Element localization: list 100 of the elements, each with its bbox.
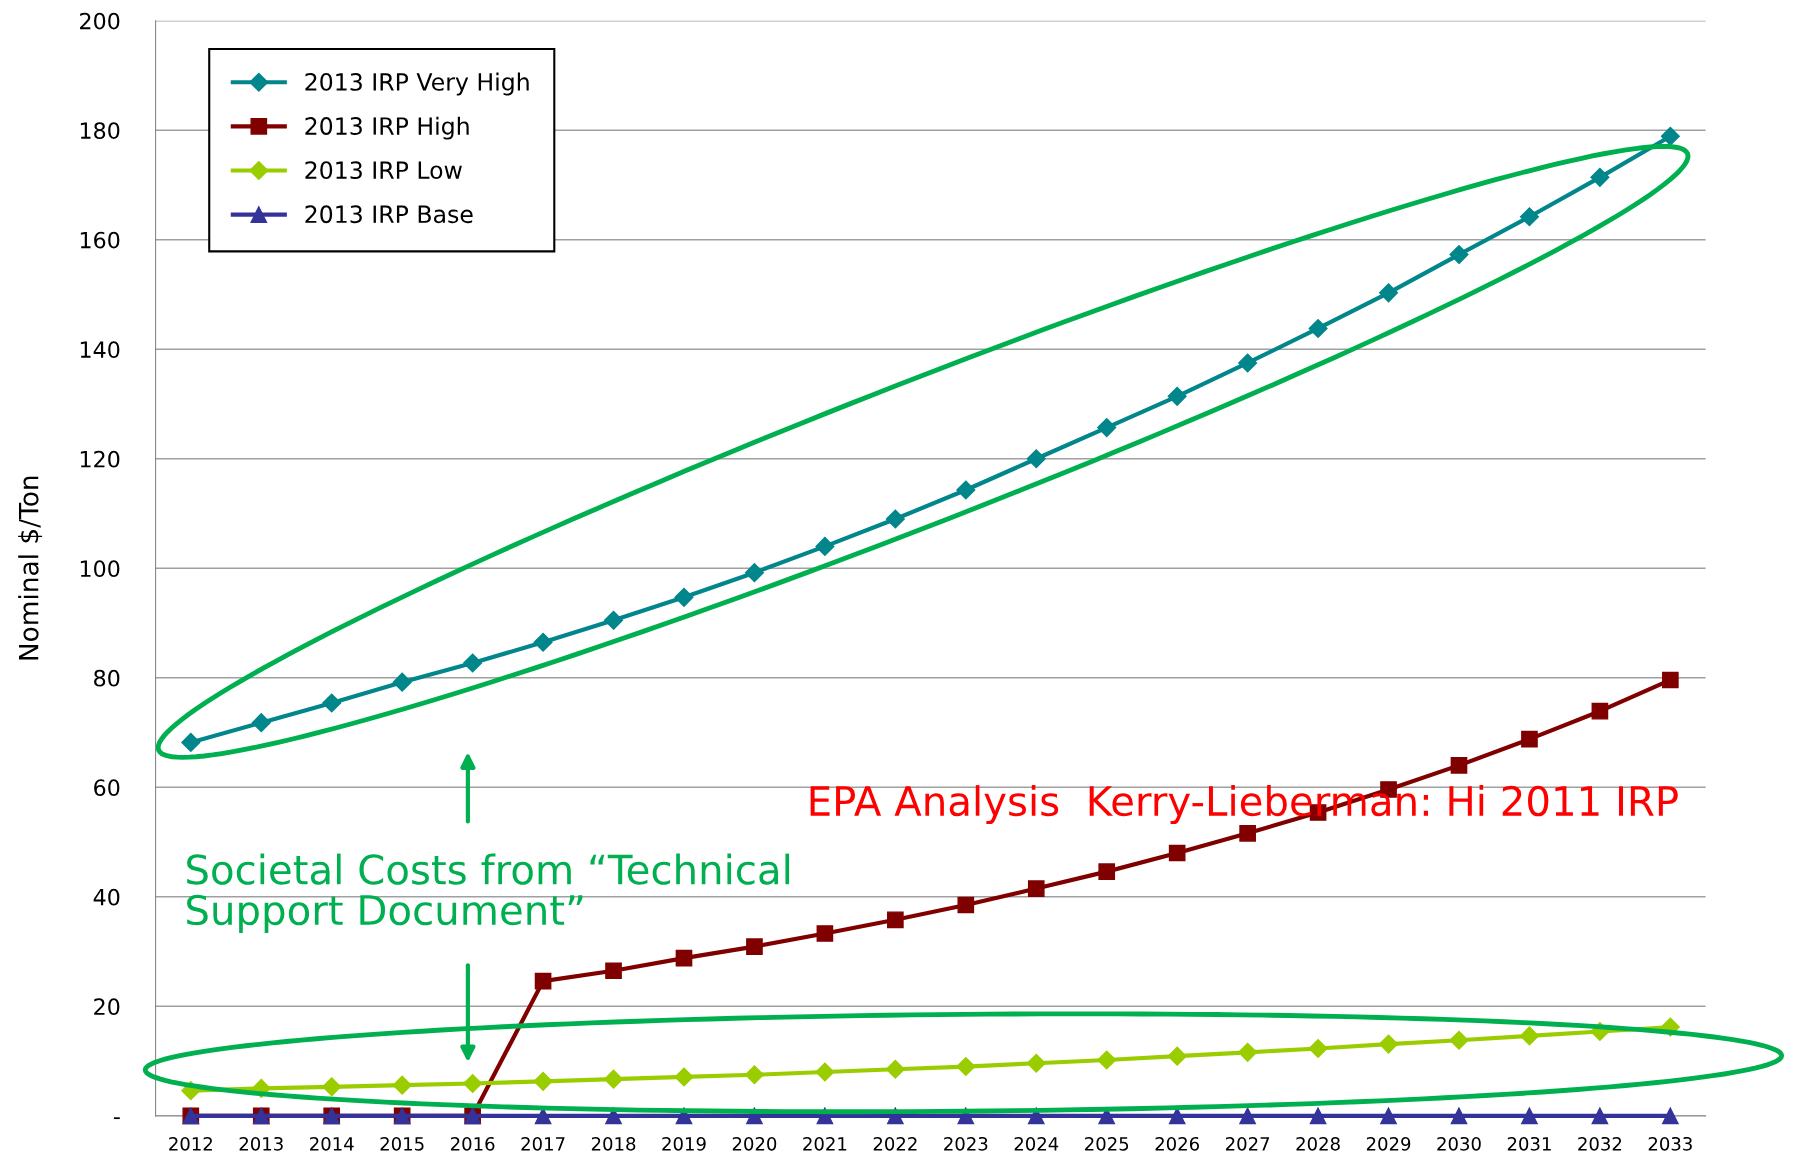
point — [533, 1071, 553, 1091]
y-tick-label: 40 — [93, 888, 120, 906]
x-tick-label: 2019 — [662, 1136, 706, 1151]
legend-label: 2013 IRP Base — [305, 205, 473, 224]
x-tick-label: 2028 — [1296, 1136, 1340, 1151]
point — [1097, 418, 1117, 438]
x-tick-label: 2027 — [1225, 1136, 1270, 1151]
y-axis-title: Nominal $/Ton — [18, 476, 43, 660]
point — [1238, 353, 1258, 373]
point — [1449, 245, 1469, 265]
point — [1308, 1038, 1328, 1059]
x-tick-label: 2030 — [1437, 1136, 1481, 1151]
x-tick-label: 2021 — [803, 1136, 847, 1151]
x-tick-label: 2025 — [1085, 1136, 1129, 1151]
y-tick-label: 200 — [80, 12, 120, 30]
point — [1591, 702, 1609, 720]
point — [1450, 1107, 1468, 1125]
point — [1026, 1053, 1046, 1073]
point — [533, 632, 553, 652]
point — [1168, 844, 1186, 862]
point — [1308, 318, 1328, 338]
x-tick-label: 2031 — [1507, 1136, 1551, 1151]
point — [251, 713, 271, 733]
point — [1309, 1107, 1327, 1125]
point — [1379, 1034, 1399, 1054]
x-tick-label: 2026 — [1155, 1136, 1200, 1151]
x-tick-label: 2017 — [521, 1136, 565, 1151]
point — [1238, 1042, 1258, 1062]
point — [1167, 386, 1187, 406]
point — [1379, 283, 1399, 303]
point — [815, 536, 835, 556]
point — [322, 693, 342, 713]
x-tick-label: 2032 — [1578, 1136, 1622, 1151]
point — [181, 732, 201, 752]
point — [1660, 126, 1680, 146]
point — [463, 653, 483, 673]
point — [956, 480, 976, 500]
point — [1097, 1050, 1117, 1070]
point — [1519, 1026, 1539, 1046]
x-tick-label: 2023 — [944, 1136, 988, 1151]
point — [887, 911, 904, 929]
y-tick-label: 20 — [94, 998, 120, 1016]
point — [1521, 730, 1538, 748]
legend-label: 2013 IRP Low — [305, 161, 462, 180]
point — [605, 962, 622, 980]
x-tick-label: 2029 — [1366, 1136, 1411, 1151]
point — [1239, 1107, 1256, 1125]
point — [1167, 1046, 1187, 1066]
point — [322, 1077, 342, 1097]
point — [1590, 167, 1610, 187]
x-tick-label: 2015 — [380, 1136, 424, 1151]
y-tick-label: 140 — [80, 341, 120, 359]
y-tick-label: 100 — [80, 560, 120, 578]
legend-label: 2013 IRP Very High — [305, 72, 529, 96]
point — [1027, 880, 1045, 897]
x-tick-label: 2024 — [1014, 1136, 1059, 1151]
annotation: Societal Costs from “Technical Support Document” — [187, 853, 790, 934]
point — [746, 938, 763, 955]
point — [885, 509, 905, 529]
point — [744, 563, 764, 583]
point — [1026, 449, 1046, 469]
point — [815, 1062, 835, 1082]
point — [604, 1069, 624, 1089]
x-tick-label: 2016 — [450, 1136, 495, 1151]
y-tick-label: 60 — [94, 779, 120, 797]
y-tick-label: 120 — [80, 450, 120, 468]
point — [885, 1059, 905, 1079]
y-tick-label: - — [113, 1117, 120, 1120]
point — [1662, 1107, 1679, 1125]
x-tick-label: 2012 — [169, 1136, 212, 1151]
point — [463, 1073, 483, 1094]
point — [957, 896, 975, 914]
y-tick-label: 160 — [80, 231, 120, 249]
point — [744, 1065, 764, 1085]
x-tick-label: 2022 — [873, 1136, 917, 1151]
point — [956, 1057, 976, 1077]
point — [392, 672, 412, 692]
legend-label: 2013 IRP High — [305, 116, 469, 140]
point — [816, 925, 834, 942]
x-tick-label: 2014 — [310, 1136, 354, 1151]
x-tick-label: 2033 — [1648, 1136, 1692, 1151]
point — [1662, 671, 1679, 689]
point — [674, 587, 694, 607]
point — [1449, 1030, 1469, 1050]
y-tick-label: 80 — [94, 669, 120, 687]
point — [1380, 1107, 1397, 1125]
point — [674, 1067, 694, 1087]
point — [1027, 1107, 1045, 1125]
point — [1521, 1107, 1538, 1125]
x-tick-label: 2020 — [732, 1136, 777, 1151]
point — [1519, 207, 1539, 227]
point — [1098, 863, 1116, 880]
y-tick-label: 180 — [80, 122, 120, 140]
x-tick-label: 2018 — [591, 1136, 636, 1151]
point — [1239, 824, 1256, 842]
point — [1591, 1107, 1609, 1125]
point — [1450, 757, 1468, 774]
point — [534, 972, 552, 990]
x-tick-label: 2013 — [239, 1136, 283, 1151]
point — [392, 1075, 412, 1095]
